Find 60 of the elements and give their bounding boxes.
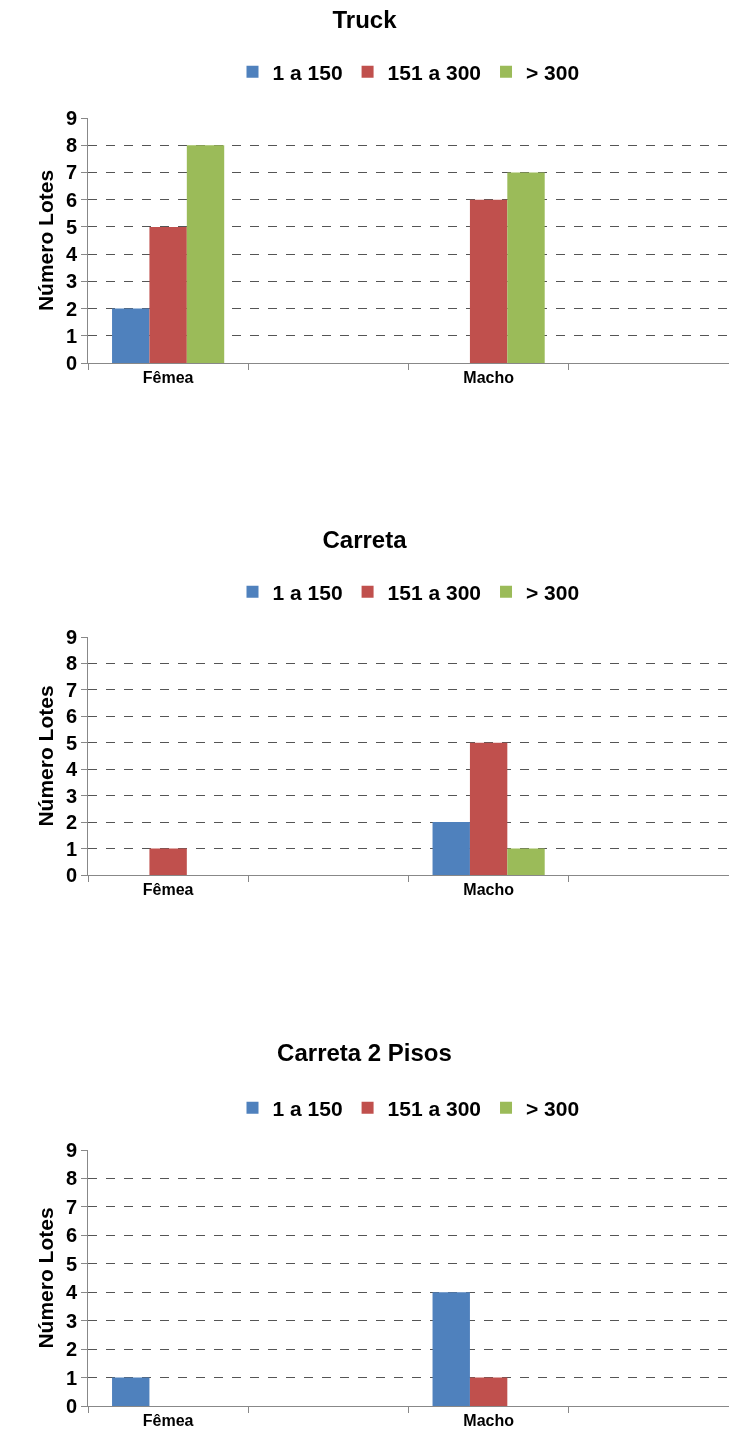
legend-label: > 300 bbox=[526, 580, 580, 604]
bar bbox=[149, 226, 187, 363]
bar bbox=[507, 172, 545, 363]
y-tick-label: 4 bbox=[65, 1281, 78, 1304]
x-tick-label: Macho bbox=[463, 1412, 515, 1430]
chart-title: Carreta bbox=[322, 526, 408, 554]
y-axis-title: Número Lotes bbox=[34, 1207, 58, 1349]
y-tick-label: 6 bbox=[65, 1224, 77, 1247]
y-tick-label: 6 bbox=[65, 705, 77, 728]
y-tick-label: 2 bbox=[65, 1338, 77, 1361]
x-tick-label: Macho bbox=[463, 369, 515, 387]
y-tick-label: 8 bbox=[65, 134, 77, 157]
legend-label: 1 a 150 bbox=[272, 60, 343, 84]
y-tick-label: 8 bbox=[65, 652, 77, 675]
bar bbox=[507, 848, 545, 875]
y-tick-label: 8 bbox=[65, 1167, 77, 1190]
y-tick-label: 9 bbox=[65, 107, 77, 129]
y-tick-label: 7 bbox=[65, 161, 77, 184]
legend-label: 1 a 150 bbox=[272, 1096, 343, 1120]
legend-label: 1 a 150 bbox=[272, 580, 343, 604]
y-tick-label: 5 bbox=[65, 731, 77, 754]
y-tick-label: 7 bbox=[65, 678, 77, 701]
y-tick-label: 5 bbox=[65, 1252, 77, 1275]
chart-title: Truck bbox=[332, 6, 398, 34]
y-tick-label: 9 bbox=[65, 1139, 77, 1161]
y-tick-label: 1 bbox=[65, 324, 77, 347]
x-tick-label: Macho bbox=[463, 881, 515, 899]
y-tick-label: 7 bbox=[65, 1195, 77, 1218]
y-tick-label: 0 bbox=[65, 352, 77, 374]
legend-label: > 300 bbox=[526, 60, 580, 84]
y-tick-label: 1 bbox=[65, 837, 77, 860]
x-tick-label: Fêmea bbox=[142, 369, 194, 387]
x-tick-label: Fêmea bbox=[142, 881, 194, 899]
y-tick-label: 0 bbox=[65, 864, 77, 886]
legend-label: 151 a 300 bbox=[387, 60, 482, 84]
y-tick-label: 3 bbox=[65, 270, 77, 293]
bar bbox=[469, 199, 508, 363]
bar bbox=[112, 308, 150, 363]
x-tick-label: Fêmea bbox=[142, 1412, 194, 1430]
y-tick-label: 4 bbox=[65, 758, 78, 781]
chart-title: Carreta 2 Pisos bbox=[277, 1039, 452, 1067]
y-tick-label: 9 bbox=[65, 626, 77, 648]
y-tick-label: 3 bbox=[65, 784, 77, 807]
legend-label: > 300 bbox=[526, 1096, 580, 1120]
legend-label: 151 a 300 bbox=[387, 580, 482, 604]
bar bbox=[186, 145, 225, 363]
bar bbox=[469, 742, 508, 875]
legend-label: 151 a 300 bbox=[387, 1096, 482, 1120]
y-tick-label: 2 bbox=[65, 811, 77, 834]
y-axis-title: Número Lotes bbox=[34, 169, 58, 312]
y-tick-label: 3 bbox=[65, 1309, 77, 1332]
bar bbox=[432, 822, 470, 875]
y-tick-label: 6 bbox=[65, 188, 77, 211]
y-tick-label: 4 bbox=[65, 243, 78, 266]
bar bbox=[149, 848, 187, 875]
y-tick-label: 2 bbox=[65, 297, 77, 320]
y-tick-label: 0 bbox=[65, 1395, 77, 1417]
y-axis-title: Número Lotes bbox=[34, 685, 58, 827]
y-tick-label: 5 bbox=[65, 215, 77, 238]
y-tick-label: 1 bbox=[65, 1366, 77, 1389]
